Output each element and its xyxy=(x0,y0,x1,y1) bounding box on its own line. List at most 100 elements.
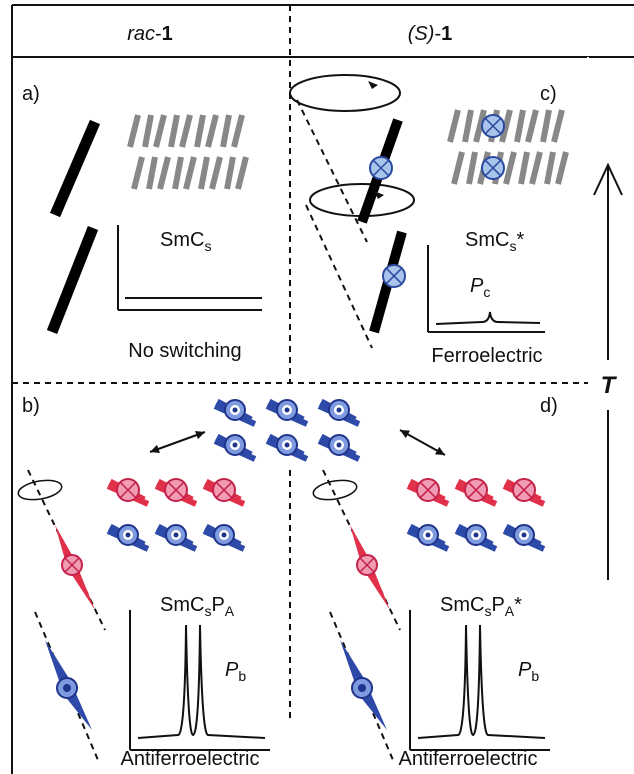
trace xyxy=(436,312,540,324)
panel-label: d) xyxy=(540,395,558,417)
rod xyxy=(543,110,549,142)
molecule xyxy=(358,684,366,692)
t: b xyxy=(531,668,539,684)
arrow xyxy=(368,81,378,89)
t: P xyxy=(518,659,532,681)
rod xyxy=(171,115,177,147)
t: SmC xyxy=(160,594,204,616)
molecule xyxy=(522,533,527,538)
response: Antiferroelectric xyxy=(121,748,260,770)
rotation xyxy=(312,477,358,502)
rod xyxy=(532,152,540,184)
molecule xyxy=(285,443,290,448)
molecule xyxy=(285,408,290,413)
molecule xyxy=(337,443,342,448)
t: * xyxy=(514,594,522,616)
rod xyxy=(528,110,536,142)
rod xyxy=(223,115,229,147)
cone xyxy=(306,205,372,348)
phase-label: SmCs xyxy=(160,229,211,254)
molecule xyxy=(233,443,238,448)
molecule xyxy=(222,533,227,538)
rod xyxy=(149,157,155,189)
figure: rac-1 (S)-1 a) c) b) d) SmCs No switchin… xyxy=(0,0,634,774)
molecule xyxy=(126,533,131,538)
arrow xyxy=(195,431,205,439)
t: SmC xyxy=(465,229,509,251)
molecule xyxy=(174,533,179,538)
panel-label: a) xyxy=(22,83,40,105)
rod xyxy=(55,122,95,215)
rod xyxy=(130,115,138,147)
t: A xyxy=(225,603,235,619)
trace xyxy=(418,625,545,738)
molecule xyxy=(474,533,479,538)
rod xyxy=(517,110,523,142)
rod xyxy=(547,152,553,184)
panel-label: b) xyxy=(22,395,40,417)
molecule xyxy=(426,533,431,538)
t: s xyxy=(204,603,211,619)
arrow xyxy=(150,445,160,453)
rod xyxy=(469,152,475,184)
t: 1 xyxy=(162,23,173,45)
molecule xyxy=(63,684,71,692)
rod xyxy=(212,157,220,189)
rod xyxy=(208,115,216,147)
rod xyxy=(450,110,458,142)
header-right: (S)-1 xyxy=(408,23,452,45)
phase-label: SmCsPA* xyxy=(440,594,522,619)
phase-label: SmCs* xyxy=(465,229,524,254)
panel-label: c) xyxy=(540,83,557,105)
rod xyxy=(465,110,471,142)
t: c xyxy=(483,284,490,300)
cone xyxy=(297,100,367,242)
t: P xyxy=(211,594,224,616)
t: SmC xyxy=(160,229,204,251)
rod xyxy=(145,115,151,147)
rod xyxy=(238,157,246,189)
polarization: Pc xyxy=(470,275,490,300)
axis-label: T xyxy=(601,372,618,399)
t: P xyxy=(225,659,239,681)
response: Antiferroelectric xyxy=(399,748,538,770)
t: rac xyxy=(127,23,155,45)
rod xyxy=(201,157,207,189)
t: P xyxy=(470,275,484,297)
rotation xyxy=(290,75,400,111)
rod xyxy=(506,152,514,184)
rod xyxy=(554,110,562,142)
shapes xyxy=(12,5,634,774)
t: P xyxy=(491,594,504,616)
t: s xyxy=(509,238,516,254)
phase-label: SmCsPA xyxy=(160,594,235,619)
rod xyxy=(558,152,566,184)
rod xyxy=(234,115,242,147)
rod xyxy=(156,115,164,147)
rod xyxy=(52,228,93,332)
rod xyxy=(160,157,168,189)
rod xyxy=(197,115,203,147)
t: b xyxy=(238,668,246,684)
response: No switching xyxy=(128,340,241,362)
t: s xyxy=(204,238,211,254)
rod xyxy=(454,152,462,184)
polarization: Pb xyxy=(518,659,539,684)
t: s xyxy=(484,603,491,619)
response: Ferroelectric xyxy=(431,345,542,367)
t: - xyxy=(155,23,162,45)
rod xyxy=(186,157,194,189)
polarization: Pb xyxy=(225,659,246,684)
t: * xyxy=(516,229,524,251)
header-left: rac-1 xyxy=(127,23,173,45)
t: (S) xyxy=(408,23,435,45)
rod xyxy=(134,157,142,189)
molecule xyxy=(233,408,238,413)
rod xyxy=(227,157,233,189)
molecule xyxy=(337,408,342,413)
rotation xyxy=(17,477,63,502)
t: - xyxy=(434,23,441,45)
rod xyxy=(175,157,181,189)
t: 1 xyxy=(441,23,452,45)
rod xyxy=(521,152,527,184)
